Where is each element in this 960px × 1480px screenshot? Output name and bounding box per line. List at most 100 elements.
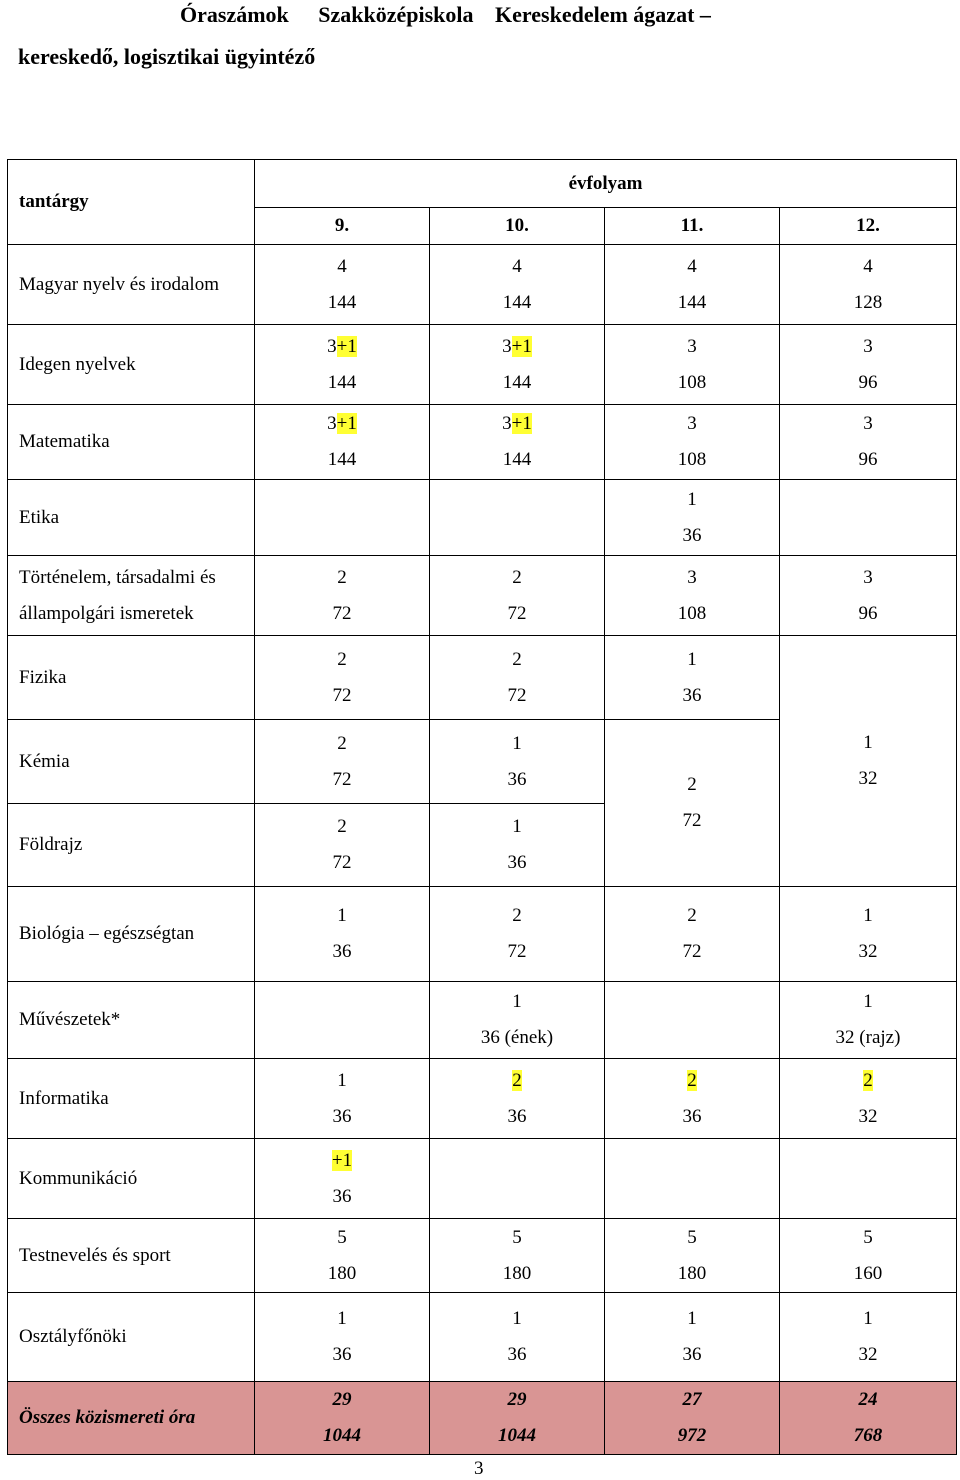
grade-header: évfolyam <box>254 159 957 208</box>
extra-hour-highlight: +1 <box>336 335 357 357</box>
table-row: Informatika 1 36 2 36 2 36 2 32 <box>7 1058 957 1139</box>
hours-cell: 1 36 (ének) <box>429 981 605 1059</box>
hours-cell-empty <box>254 479 430 556</box>
hours-cell: 1 36 <box>254 886 430 982</box>
hours-cell: 5 180 <box>254 1218 430 1293</box>
document-title: Óraszámok Szakközépiskola Kereskedelem á… <box>180 2 711 28</box>
grade-label: 10. <box>429 207 605 245</box>
table-header-row: tantárgy évfolyam <box>7 159 957 245</box>
hours-cell: 3 108 <box>604 555 780 636</box>
extra-hour-highlight: +1 <box>336 413 357 434</box>
extra-hour-highlight: +1 <box>331 1149 353 1171</box>
subject-name: Magyar nyelv és irodalom <box>7 244 255 325</box>
hours-cell: 3+1 144 <box>254 404 430 480</box>
hours-cell: 4 144 <box>254 244 430 325</box>
subject-name: Etika <box>7 479 255 556</box>
hours-cell: 29 1044 <box>254 1381 430 1455</box>
table-row: Osztályfőnöki 1 36 1 36 1 36 1 32 <box>7 1292 957 1382</box>
table-row: Biológia – egészségtan 1 36 2 72 2 72 1 32 <box>7 886 957 982</box>
hours-cell: +1 36 <box>254 1138 430 1219</box>
table-row: Földrajz 2 72 1 36 <box>7 803 957 887</box>
grade-label: 12. <box>779 207 957 245</box>
subject-name: Történelem, társadalmi és állampolgári is… <box>7 555 255 636</box>
hours-cell: 1 32 (rajz) <box>779 981 957 1059</box>
subject-header: tantárgy <box>7 159 255 245</box>
hours-cell: 2 36 <box>604 1058 780 1139</box>
hours-cell: 2 72 <box>254 803 430 887</box>
title-part: Szakközépiskola <box>318 2 474 27</box>
total-row: Összes közismereti óra 29 1044 29 1044 27 9… <box>7 1381 957 1455</box>
hours-cell-empty <box>429 1138 605 1219</box>
hours-table: tantárgy évfolyam 9. 10. 11. 12. Magyar … <box>7 159 957 1455</box>
hours-cell: 1 36 <box>429 1292 605 1382</box>
subject-name: Összes közismereti óra <box>7 1381 255 1455</box>
extra-hour-highlight: 2 <box>512 1069 522 1091</box>
subject-name: Kémia <box>7 719 255 804</box>
hours-cell-merged: 2 72 <box>604 719 780 887</box>
grade-label: 11. <box>604 207 780 245</box>
table-row: Matematika 3+1 144 3+1 144 3 108 3 96 <box>7 404 957 480</box>
hours-cell-empty <box>254 981 430 1059</box>
hours-cell: 1 32 <box>779 1292 957 1382</box>
hours-cell: 5 180 <box>429 1218 605 1293</box>
table-row: Magyar nyelv és irodalom 4 144 4 144 4 144 … <box>7 244 957 325</box>
table-row: Művészetek* 1 36 (ének) 1 32 (rajz) <box>7 981 957 1059</box>
hours-cell: 1 36 <box>429 719 605 804</box>
extra-hour-highlight: +1 <box>511 335 532 357</box>
document-subtitle: kereskedő, logisztikai ügyintéző <box>18 44 316 69</box>
table-row: Kommunikáció +1 36 <box>7 1138 957 1219</box>
table-row: Idegen nyelvek 3+1 144 3+1 144 3 108 3 96 <box>7 324 957 405</box>
hours-cell: 1 36 <box>254 1292 430 1382</box>
hours-cell: 2 32 <box>779 1058 957 1139</box>
hours-cell: 3 108 <box>604 404 780 480</box>
extra-hour-highlight: 2 <box>687 1069 697 1091</box>
hours-cell: 1 36 <box>604 479 780 556</box>
hours-cell: 3+1 144 <box>429 324 605 405</box>
hours-cell: 24 768 <box>779 1381 957 1455</box>
subject-name: Kommunikáció <box>7 1138 255 1219</box>
hours-cell: 1 32 <box>779 886 957 982</box>
page-number: 3 <box>474 1458 484 1479</box>
extra-hour-highlight: 2 <box>863 1069 873 1091</box>
subject-name: Fizika <box>7 635 255 720</box>
hours-cell: 2 72 <box>429 886 605 982</box>
hours-cell: 1 36 <box>254 1058 430 1139</box>
hours-cell: 1 36 <box>604 635 780 720</box>
subject-name: Idegen nyelvek <box>7 324 255 405</box>
title-part: Óraszámok <box>180 2 289 27</box>
hours-cell: 2 72 <box>604 886 780 982</box>
hours-cell: 5 180 <box>604 1218 780 1293</box>
hours-cell: 2 72 <box>429 635 605 720</box>
subject-name: Művészetek* <box>7 981 255 1059</box>
hours-cell: 3 96 <box>779 404 957 480</box>
hours-cell: 2 72 <box>429 555 605 636</box>
hours-cell-merged: 1 32 <box>779 635 957 887</box>
hours-cell: 3 108 <box>604 324 780 405</box>
subject-name: Földrajz <box>7 803 255 887</box>
grades-row: 9. 10. 11. 12. <box>8 207 957 245</box>
hours-cell: 3 96 <box>779 324 957 405</box>
hours-cell-empty <box>779 479 957 556</box>
hours-cell-empty <box>604 981 780 1059</box>
hours-cell-empty <box>429 479 605 556</box>
hours-cell: 2 72 <box>254 635 430 720</box>
hours-cell: 3+1 144 <box>254 324 430 405</box>
table-row: Történelem, társadalmi és állampolgári is… <box>7 555 957 636</box>
hours-cell-empty <box>779 1138 957 1219</box>
hours-cell: 1 36 <box>429 803 605 887</box>
grade-label: 9. <box>254 207 430 245</box>
hours-cell: 29 1044 <box>429 1381 605 1455</box>
subject-name: Informatika <box>7 1058 255 1139</box>
hours-cell: 4 144 <box>429 244 605 325</box>
subject-name: Osztályfőnöki <box>7 1292 255 1382</box>
hours-cell: 2 72 <box>254 719 430 804</box>
table-row: Etika 1 36 <box>7 479 957 556</box>
hours-cell: 2 36 <box>429 1058 605 1139</box>
hours-cell: 2 72 <box>254 555 430 636</box>
subject-name: Biológia – egészségtan <box>7 886 255 982</box>
subject-name: Testnevelés és sport <box>7 1218 255 1293</box>
table-row: Fizika 2 72 2 72 1 36 1 32 <box>7 635 957 887</box>
subject-name: Matematika <box>7 404 255 480</box>
hours-cell: 5 160 <box>779 1218 957 1293</box>
hours-cell-empty <box>604 1138 780 1219</box>
